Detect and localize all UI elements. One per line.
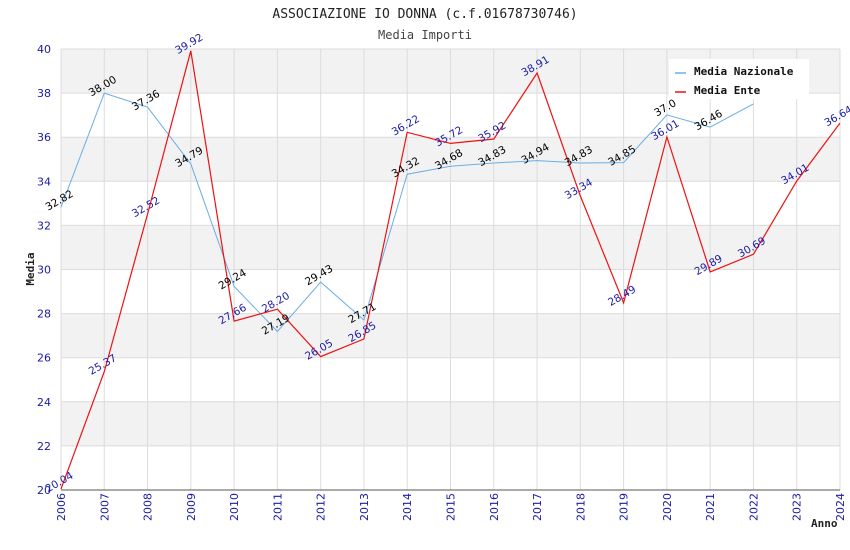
x-tick-label: 2021 (704, 493, 717, 521)
y-tick-label: 38 (37, 87, 51, 100)
y-tick-label: 32 (37, 219, 51, 232)
x-axis-title: Anno (811, 517, 838, 530)
x-tick-label: 2022 (747, 493, 760, 521)
y-tick-label: 28 (37, 308, 51, 321)
legend: Media Nazionale Media Ente (669, 59, 809, 99)
series-lines (60, 50, 841, 490)
y-tick-label: 26 (37, 352, 51, 365)
chart-title: ASSOCIAZIONE IO DONNA (c.f.01678730746) (272, 7, 577, 22)
x-axis-ticks: 2006 2007 2008 2009 2010 2011 2012 2013 2014 2015… (55, 493, 847, 521)
y-axis-ticks: 20 22 24 26 28 30 32 34 36 38 40 (37, 43, 51, 497)
x-tick-label: 2018 (574, 493, 587, 521)
x-tick-label: 2008 (142, 493, 155, 521)
legend-label-media-nazionale: Media Nazionale (694, 65, 794, 78)
y-axis-title: Media (24, 252, 37, 285)
y-tick-label: 34 (37, 175, 51, 188)
legend-box (669, 59, 809, 99)
series-line-media-nazionale (60, 92, 754, 333)
x-tick-label: 2023 (791, 493, 804, 521)
series-line-media-ente (60, 50, 841, 490)
legend-label-media-ente: Media Ente (694, 84, 761, 97)
x-tick-label: 2015 (445, 493, 458, 521)
x-tick-label: 2017 (531, 493, 544, 521)
x-tick-label: 2010 (228, 493, 241, 521)
y-tick-label: 22 (37, 440, 51, 453)
x-tick-label: 2006 (55, 493, 68, 521)
x-tick-label: 2014 (401, 493, 414, 521)
x-tick-label: 2011 (271, 493, 284, 521)
x-tick-label: 2013 (358, 493, 371, 521)
y-tick-label: 20 (37, 484, 51, 497)
x-tick-label: 2019 (618, 493, 631, 521)
x-tick-label: 2012 (315, 493, 328, 521)
x-tick-label: 2009 (185, 493, 198, 521)
y-tick-label: 30 (37, 264, 51, 277)
data-label-ente: 20.04 (43, 470, 75, 496)
y-tick-label: 40 (37, 43, 51, 56)
chart-subtitle: Media Importi (378, 28, 472, 42)
x-tick-label: 2016 (488, 493, 501, 521)
y-tick-label: 36 (37, 131, 51, 144)
x-tick-label: 2020 (661, 493, 674, 521)
x-tick-label: 2007 (98, 493, 111, 521)
y-tick-label: 24 (37, 396, 51, 409)
x-tick-label: 2024 (834, 493, 847, 521)
